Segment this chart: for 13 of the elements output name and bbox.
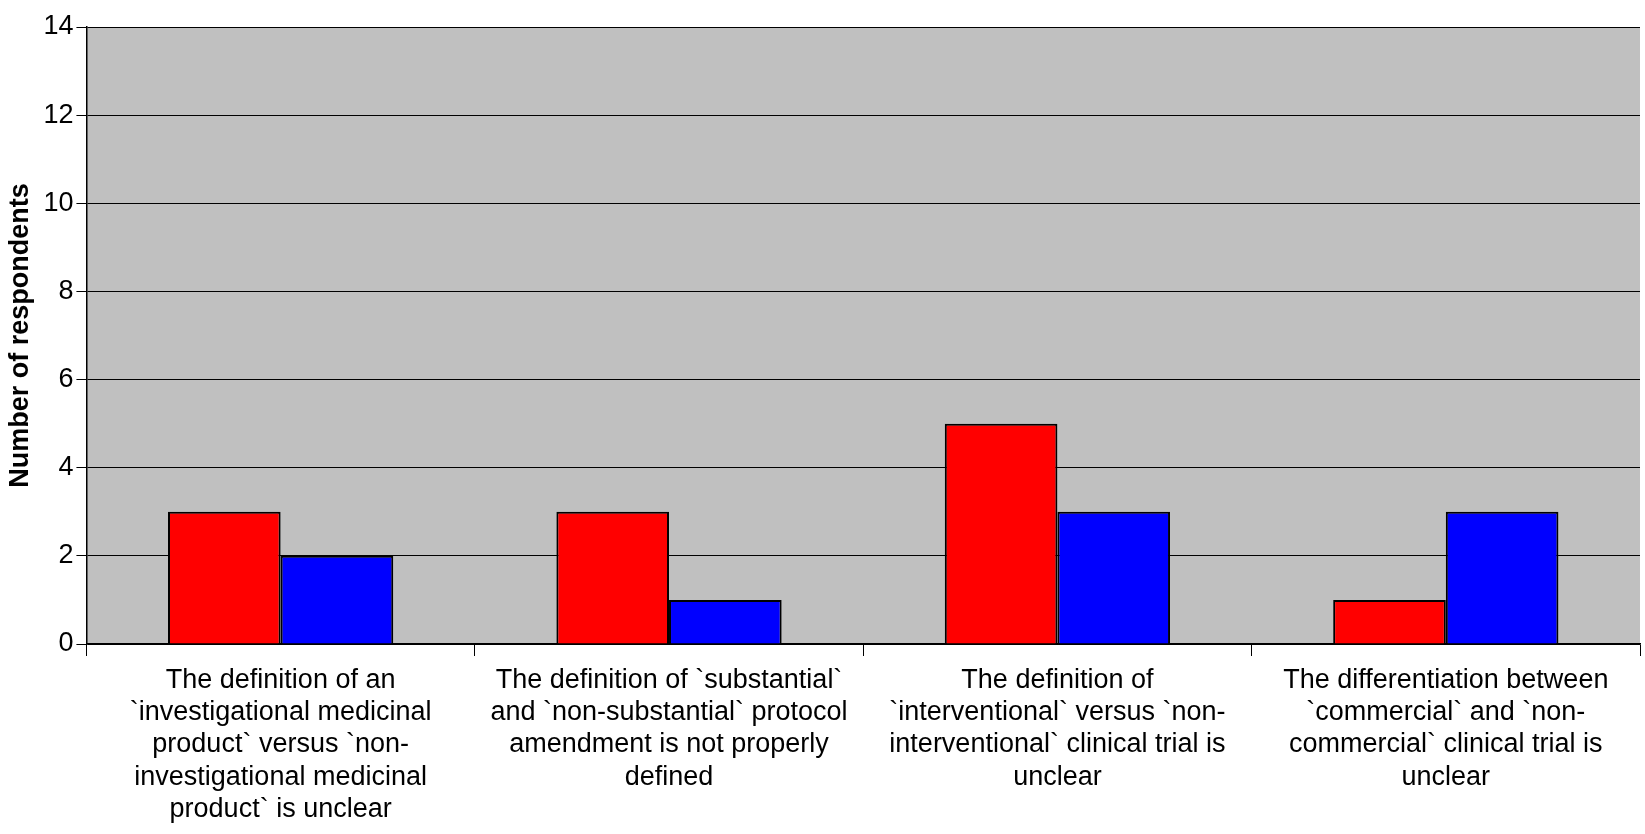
y-tick-label: 12 [43, 98, 74, 129]
x-tick-label: The definition of `substantial` and `non-substantial` protocol amendment is not properly defined [490, 663, 848, 791]
x-tick-label: The definition of `interventional` versus `non-interventional` clinical trial is unclear [889, 663, 1226, 791]
y-axis-title: Number of respondents [3, 183, 34, 488]
y-tick-label: 14 [43, 10, 74, 41]
x-tick-label: The differentiation between `commercial` and `non-commercial` clinical trial is unclear [1283, 663, 1609, 791]
y-tick-label: 4 [58, 451, 74, 482]
y-tick-label: 0 [58, 627, 74, 658]
y-tick-label: 8 [58, 274, 74, 305]
y-tick-label: 6 [58, 363, 74, 394]
x-tick-label: The definition of an `investigational medicinal product` versus `non-investigational medicinal product` is unclear [129, 663, 432, 824]
y-tick-label: 10 [43, 186, 74, 217]
y-tick-label: 2 [58, 539, 74, 570]
